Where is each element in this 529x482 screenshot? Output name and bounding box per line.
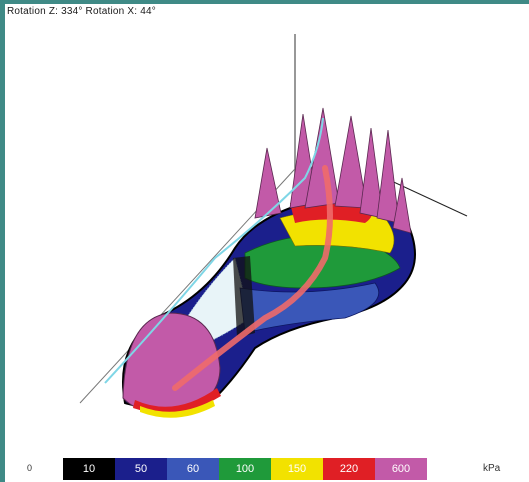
plot-window: Rotation Z: 334° Rotation X: 44° bbox=[5, 4, 529, 482]
peak-6 bbox=[376, 129, 400, 224]
cop-trajectory-red bbox=[172, 165, 333, 391]
pressure-3d-plot[interactable] bbox=[5, 18, 529, 448]
legend-unit: kPa bbox=[483, 463, 501, 474]
legend-bin-label: 60 bbox=[186, 463, 200, 475]
peak-5 bbox=[359, 127, 384, 219]
legend-bin-3: 100 bbox=[219, 458, 271, 480]
legend-bin-2: 60 bbox=[167, 458, 219, 480]
cop-trace-cyan bbox=[104, 117, 324, 384]
heel-ring-red bbox=[133, 388, 221, 414]
legend-bin-label: 600 bbox=[391, 463, 411, 475]
y-axis bbox=[384, 177, 468, 217]
legend-bin-4: 150 bbox=[271, 458, 323, 480]
legend-bin-6: 600 bbox=[375, 458, 427, 480]
legend-bin-5: 220 bbox=[323, 458, 375, 480]
legend-bin-label: 50 bbox=[134, 463, 148, 475]
rotation-readout: Rotation Z: 334° Rotation X: 44° bbox=[7, 6, 156, 17]
legend-bin-label: 220 bbox=[339, 463, 359, 475]
legend-bin-label: 10 bbox=[82, 463, 96, 475]
medial-hatch bbox=[233, 256, 255, 338]
heel-ring-yellow bbox=[140, 400, 215, 418]
peak-1 bbox=[254, 147, 282, 219]
legend-bin-1: 50 bbox=[115, 458, 167, 480]
legend-bin-label: 150 bbox=[287, 463, 307, 475]
peak-7 bbox=[392, 177, 412, 234]
legend-bin-label: 100 bbox=[235, 463, 255, 475]
peak-4 bbox=[334, 115, 368, 209]
legend-bar: 10 50 60 100 150 220 600 bbox=[63, 458, 427, 480]
legend-start-label: 0 bbox=[27, 463, 33, 473]
color-legend: 0 10 50 60 100 150 220 600 kPa bbox=[5, 456, 529, 482]
legend-bin-0: 10 bbox=[63, 458, 115, 480]
